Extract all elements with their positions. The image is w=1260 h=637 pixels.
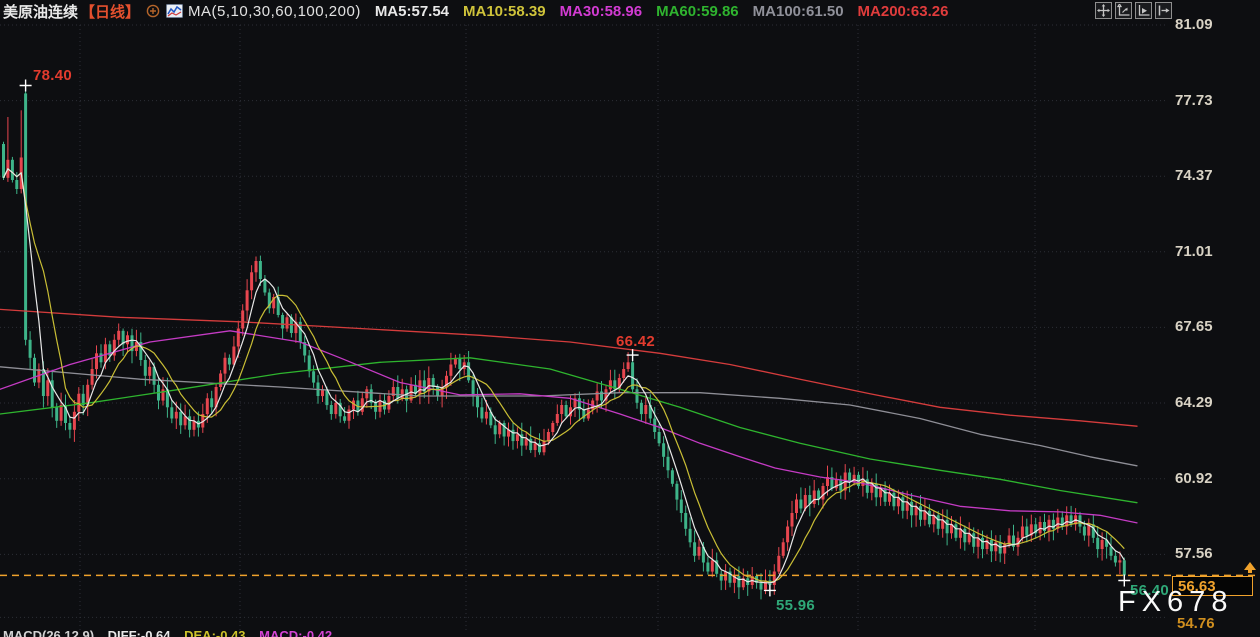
- axis-label-3: 71.01: [1175, 243, 1213, 260]
- chart-header: 美原油连续 【日线】 MA(5,10,30,60,100,200) MA5:57…: [0, 0, 1260, 22]
- ma-value-0: MA5:57.54: [374, 2, 450, 20]
- ma-value-5: MA200:63.26: [857, 2, 949, 20]
- instrument-title: 美原油连续: [3, 3, 79, 21]
- chart-toolbar: [1092, 2, 1172, 19]
- pan-tool-button[interactable]: [1095, 2, 1112, 19]
- go-to-end-button[interactable]: [1155, 2, 1172, 19]
- macd-dea-value: DEA:-0.43: [184, 628, 246, 637]
- watermark: FX678: [1118, 586, 1234, 618]
- auto-play-button[interactable]: [1135, 2, 1152, 19]
- fit-scale-button[interactable]: [1115, 2, 1132, 19]
- add-indicator-icon[interactable]: [146, 4, 160, 18]
- swing-low-label: 55.96: [776, 597, 816, 614]
- go-to-end-icon: [1158, 5, 1170, 16]
- axis-label-2: 74.37: [1175, 167, 1213, 184]
- macd-indicator-label[interactable]: MACD(26,12,9): [3, 628, 95, 637]
- swing-high-label: 66.42: [616, 333, 656, 350]
- swing-low-label: 56.40: [1130, 582, 1170, 599]
- pan-tool-icon: [1097, 4, 1110, 17]
- last-price-box: 56.63: [1172, 576, 1253, 596]
- axis-label-5: 64.29: [1175, 394, 1213, 411]
- macd-diff-value: DIFF:-0.64: [107, 628, 171, 637]
- price-up-arrow-icon: [1243, 562, 1257, 575]
- axis-label-4: 67.65: [1175, 318, 1213, 335]
- axis-label-0: 81.09: [1175, 16, 1213, 33]
- axis-bottom-label: 54.76: [1177, 615, 1215, 632]
- chart-type-icon[interactable]: [166, 4, 184, 18]
- axis-label-1: 77.73: [1175, 92, 1213, 109]
- ma-value-1: MA10:58.39: [463, 2, 546, 20]
- ma-value-3: MA60:59.86: [656, 2, 739, 20]
- ma-value-2: MA30:58.96: [559, 2, 643, 20]
- ma-value-4: MA100:61.50: [752, 2, 844, 20]
- swing-high-label: 78.40: [33, 67, 73, 84]
- fit-scale-icon: [1117, 4, 1130, 16]
- macd-header-row: MACD(26,12,9) DIFF:-0.64 DEA:-0.43 MACD:…: [3, 628, 342, 637]
- ma-values-row: MA5:57.54 MA10:58.39 MA30:58.96 MA60:59.86 M…: [361, 3, 949, 20]
- auto-play-icon: [1138, 5, 1150, 16]
- last-price-value: 56.63: [1178, 577, 1216, 595]
- period-label[interactable]: 【日线】: [80, 3, 141, 21]
- ma-settings-label[interactable]: MA(5,10,30,60,100,200): [188, 2, 361, 20]
- macd-macd-value: MACD:-0.42: [259, 628, 333, 637]
- axis-label-6: 60.92: [1175, 470, 1213, 487]
- axis-label-7: 57.56: [1175, 545, 1213, 562]
